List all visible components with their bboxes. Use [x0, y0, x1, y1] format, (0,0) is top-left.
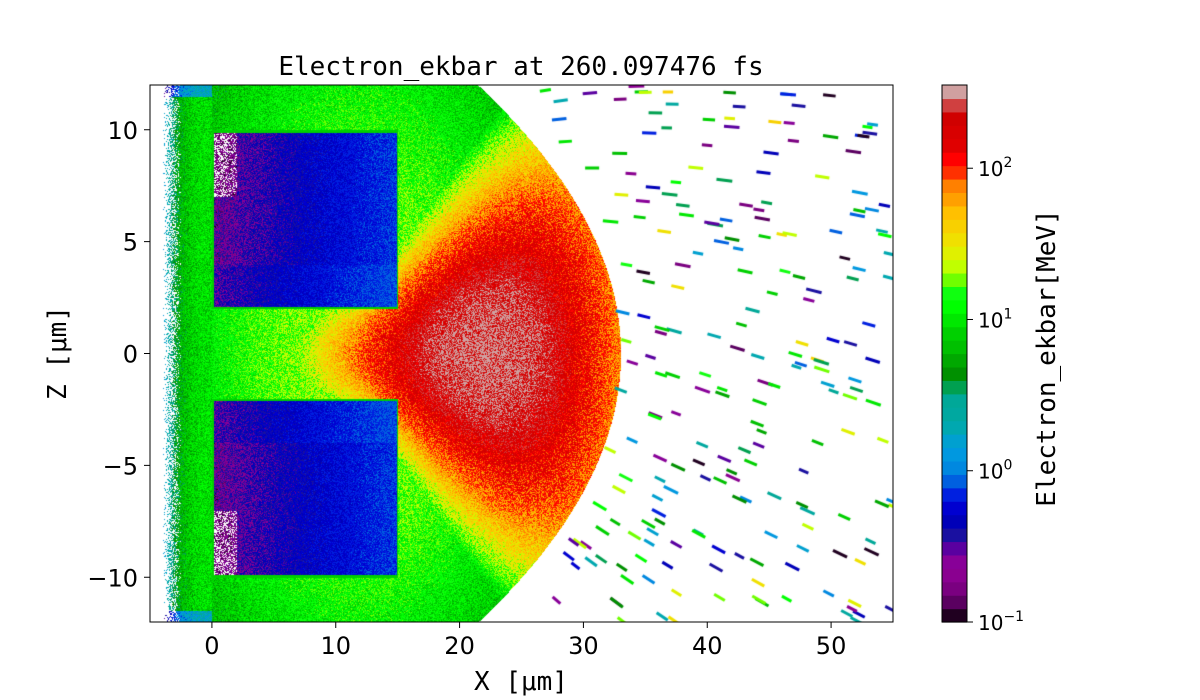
y-tick-label: 5: [123, 229, 138, 257]
plot-frame: [149, 84, 894, 623]
colorbar-segment: [942, 541, 967, 556]
colorbar-segment: [942, 111, 967, 126]
x-tick-label: 20: [444, 632, 475, 660]
colorbar-segment: [942, 205, 967, 220]
colorbar-segment: [942, 568, 967, 583]
x-tick-label: 50: [816, 632, 847, 660]
x-tick-label: 30: [568, 632, 599, 660]
colorbar-segment: [942, 487, 967, 502]
colorbar-segment: [942, 407, 967, 422]
colorbar-segment: [942, 460, 967, 475]
y-tick-label: −5: [103, 452, 138, 480]
colorbar-tick-label: 100: [978, 458, 1012, 484]
x-tick-label: 10: [320, 632, 351, 660]
x-tick-label: 40: [692, 632, 723, 660]
chart-title: Electron_ekbar at 260.097476 fs: [278, 52, 763, 82]
colorbar-segment: [942, 514, 967, 529]
colorbar-segment: [942, 192, 967, 207]
colorbar-segment: [942, 474, 967, 489]
colorbar-segment: [942, 380, 967, 395]
colorbar-segment: [942, 299, 967, 314]
colorbar-segment: [942, 259, 967, 274]
colorbar-segment: [942, 420, 967, 435]
colorbar-segment: [942, 165, 967, 180]
colorbar-segment: [942, 272, 967, 287]
colorbar-segment: [942, 286, 967, 301]
colorbar-segment: [942, 313, 967, 328]
colorbar-segment: [942, 125, 967, 140]
colorbar-label: Electron_ekbar[MeV]: [1032, 209, 1062, 506]
colorbar-segment: [942, 219, 967, 234]
y-tick-label: −10: [87, 564, 138, 592]
heatmap-image: [150, 85, 893, 622]
colorbar-segment: [942, 340, 967, 355]
y-axis-label: Z [μm]: [43, 306, 73, 400]
colorbar-segment: [942, 138, 967, 153]
y-tick-label: 0: [123, 341, 138, 369]
y-tick-label: 10: [107, 117, 138, 145]
colorbar-segment: [942, 85, 967, 100]
colorbar-segment: [942, 528, 967, 543]
colorbar-segment: [942, 393, 967, 408]
colorbar-segment: [942, 595, 967, 610]
x-axis-label: X [μm]: [474, 667, 568, 697]
colorbar-segment: [942, 326, 967, 341]
colorbar-tick-label: 101: [978, 306, 1012, 332]
colorbar-segment: [942, 98, 967, 113]
colorbar-segment: [942, 178, 967, 193]
colorbar-frame: [941, 84, 968, 623]
colorbar-segment: [942, 608, 967, 623]
colorbar-segment: [942, 434, 967, 449]
colorbar-segment: [942, 232, 967, 247]
colorbar-segment: [942, 353, 967, 368]
colorbar-segment: [942, 581, 967, 596]
colorbar-segment: [942, 554, 967, 569]
colorbar-segment: [942, 366, 967, 381]
colorbar-tick-label: 10−1: [978, 609, 1024, 635]
colorbar-segment: [942, 501, 967, 516]
x-tick-label: 0: [204, 632, 219, 660]
colorbar-segment: [942, 246, 967, 261]
colorbar-segment: [942, 447, 967, 462]
colorbar-tick-label: 102: [978, 155, 1012, 181]
colorbar-segment: [942, 152, 967, 167]
